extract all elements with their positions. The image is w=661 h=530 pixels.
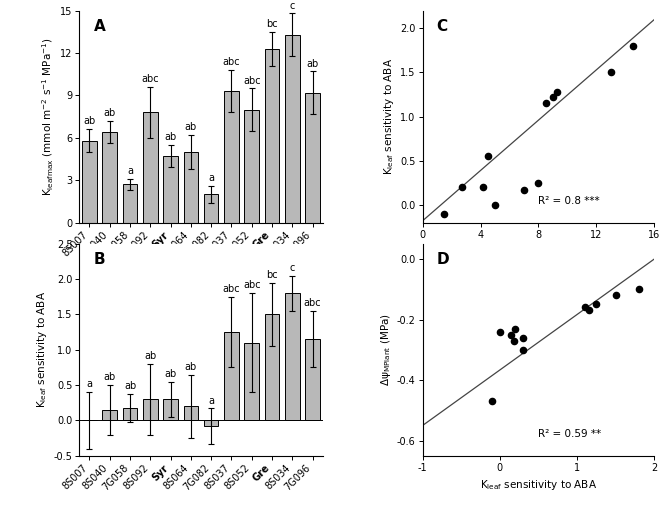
- Point: [548, 93, 559, 101]
- Bar: [143, 399, 157, 420]
- Point: [439, 209, 449, 218]
- Point: [518, 346, 528, 354]
- Text: ab: ab: [83, 117, 96, 127]
- Text: abc: abc: [223, 284, 241, 294]
- Y-axis label: K$_{\mathregular{leaf}}$ sensitivity to ABA: K$_{\mathregular{leaf}}$ sensitivity to …: [35, 292, 50, 408]
- Point: [518, 333, 528, 342]
- Bar: [245, 110, 259, 223]
- Text: D: D: [436, 252, 449, 267]
- Text: abc: abc: [141, 74, 159, 84]
- Text: bc: bc: [266, 270, 278, 280]
- Text: ab: ab: [144, 351, 157, 361]
- Bar: [184, 152, 198, 223]
- Point: [533, 179, 544, 187]
- Bar: [204, 195, 219, 223]
- Point: [478, 183, 488, 191]
- Point: [591, 300, 602, 308]
- Point: [611, 291, 621, 299]
- Text: R² = 0.59 **: R² = 0.59 **: [539, 429, 602, 439]
- Text: B: B: [94, 252, 106, 267]
- Point: [519, 186, 529, 194]
- Point: [552, 87, 563, 96]
- Point: [510, 324, 521, 333]
- Text: ab: ab: [185, 122, 197, 132]
- Bar: [143, 112, 157, 223]
- Bar: [82, 140, 97, 223]
- Text: ab: ab: [307, 58, 319, 68]
- Text: abc: abc: [304, 298, 321, 308]
- Bar: [285, 293, 299, 420]
- Bar: [265, 49, 280, 223]
- Bar: [204, 420, 219, 426]
- Point: [627, 42, 638, 50]
- Bar: [123, 184, 137, 223]
- Bar: [163, 156, 178, 223]
- Point: [584, 306, 594, 315]
- Point: [541, 99, 551, 108]
- Point: [634, 285, 644, 294]
- Bar: [245, 343, 259, 420]
- Text: abc: abc: [243, 280, 260, 290]
- X-axis label: K$_{\mathregular{leaf}}$ sensitivity to ABA: K$_{\mathregular{leaf}}$ sensitivity to …: [480, 478, 597, 492]
- Text: R² = 0.8 ***: R² = 0.8 ***: [539, 196, 600, 206]
- Point: [605, 68, 616, 77]
- Bar: [102, 410, 117, 420]
- Bar: [265, 314, 280, 420]
- Bar: [123, 408, 137, 420]
- Text: ab: ab: [124, 381, 136, 391]
- Text: A: A: [94, 19, 106, 34]
- Text: ab: ab: [185, 361, 197, 372]
- Point: [494, 328, 505, 336]
- Point: [508, 337, 519, 345]
- Text: c: c: [290, 1, 295, 11]
- Bar: [305, 93, 320, 223]
- X-axis label: K$_{\mathregular{leaf max}}$ (mmol m$^{-2}$ s$^{-1}$ MPa$^{-1}$): K$_{\mathregular{leaf max}}$ (mmol m$^{-…: [459, 245, 618, 261]
- Text: ab: ab: [104, 372, 116, 382]
- Bar: [163, 399, 178, 420]
- Point: [486, 397, 497, 405]
- Point: [506, 330, 517, 339]
- Bar: [102, 132, 117, 223]
- Point: [580, 303, 590, 312]
- Text: a: a: [208, 173, 214, 183]
- Point: [483, 152, 493, 161]
- Bar: [184, 407, 198, 420]
- Text: a: a: [87, 379, 93, 390]
- Y-axis label: K$_{\mathregular{leaf}}$ sensitivity to ABA: K$_{\mathregular{leaf}}$ sensitivity to …: [382, 58, 396, 175]
- Text: abc: abc: [223, 57, 241, 67]
- Y-axis label: K$_{\mathregular{leaf max}}$ (mmol m$^{-2}$ s$^{-1}$ MPa$^{-1}$): K$_{\mathregular{leaf max}}$ (mmol m$^{-…: [40, 37, 56, 196]
- Bar: [285, 34, 299, 223]
- Text: bc: bc: [266, 19, 278, 29]
- Text: ab: ab: [165, 132, 176, 142]
- Bar: [305, 339, 320, 420]
- Text: ab: ab: [104, 108, 116, 118]
- Text: c: c: [290, 263, 295, 273]
- Text: C: C: [436, 19, 447, 34]
- Point: [490, 201, 500, 209]
- Text: a: a: [208, 395, 214, 405]
- Text: a: a: [127, 166, 133, 176]
- Bar: [224, 91, 239, 223]
- Text: abc: abc: [243, 75, 260, 85]
- Text: ab: ab: [165, 369, 176, 379]
- Point: [456, 183, 467, 191]
- Y-axis label: Δψ$_{\mathregular{M Plant}}$ (MPa): Δψ$_{\mathregular{M Plant}}$ (MPa): [379, 313, 393, 386]
- Bar: [224, 332, 239, 420]
